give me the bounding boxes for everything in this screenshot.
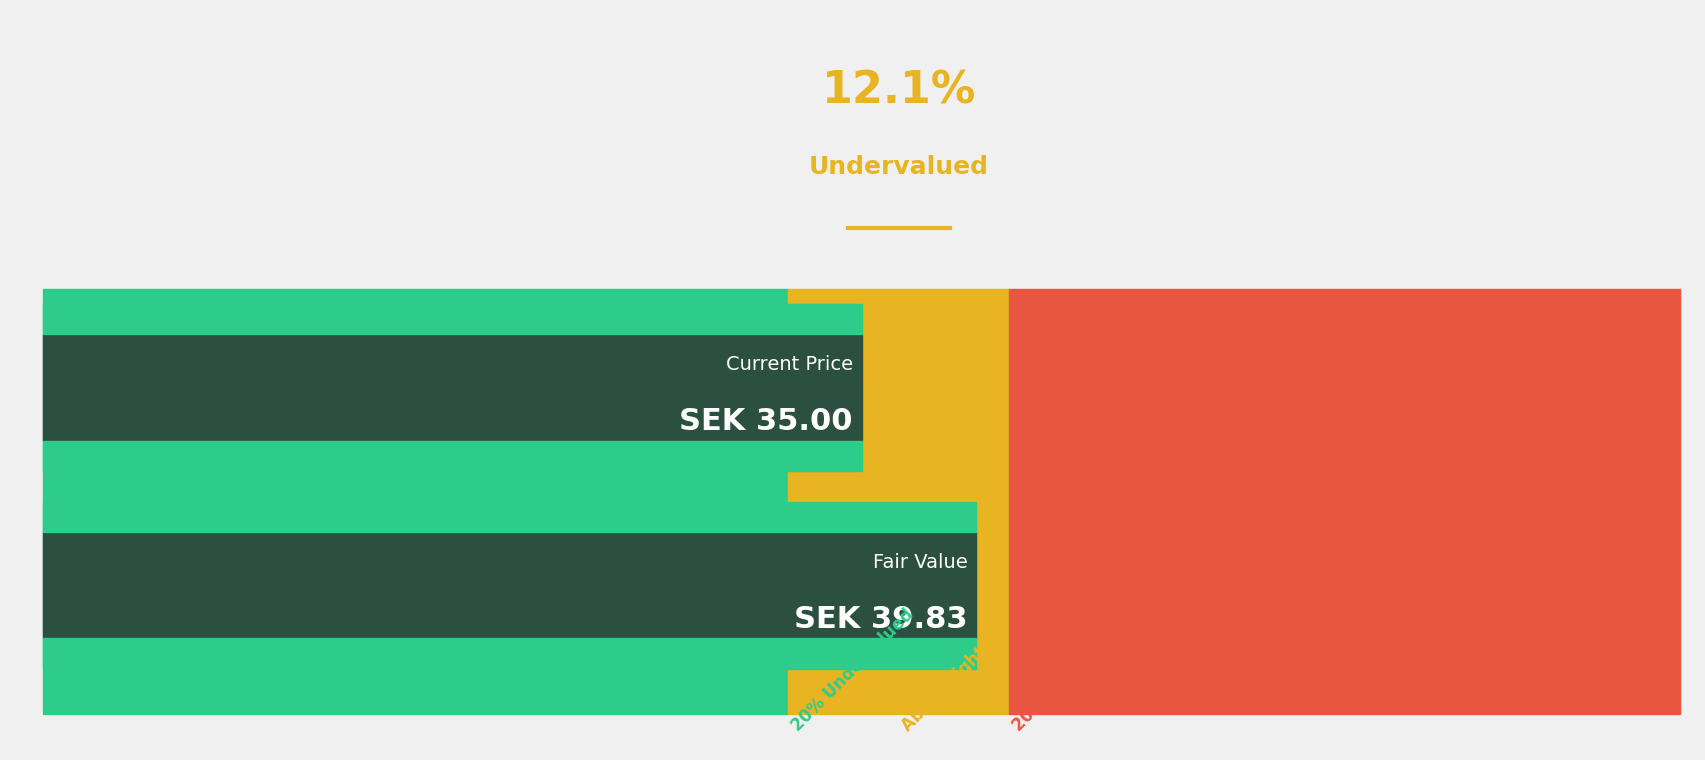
Text: SEK 39.83: SEK 39.83: [795, 605, 967, 634]
Text: Undervalued: Undervalued: [808, 155, 989, 179]
Text: Fair Value: Fair Value: [873, 553, 967, 572]
Bar: [43, 532, 975, 638]
Bar: [43, 304, 861, 334]
Text: 20% Undervalued: 20% Undervalued: [788, 606, 917, 735]
Bar: [43, 638, 975, 669]
Bar: [43, 289, 788, 714]
Bar: [43, 334, 861, 441]
Text: 12.1%: 12.1%: [822, 70, 975, 112]
Text: SEK 35.00: SEK 35.00: [679, 407, 852, 436]
Text: About Right: About Right: [899, 643, 989, 735]
Text: Current Price: Current Price: [725, 356, 852, 375]
Bar: [788, 289, 1008, 714]
Text: 20% Overvalued: 20% Overvalued: [1008, 614, 1129, 735]
Bar: [43, 441, 861, 471]
Bar: [1008, 289, 1679, 714]
Bar: [43, 502, 975, 532]
